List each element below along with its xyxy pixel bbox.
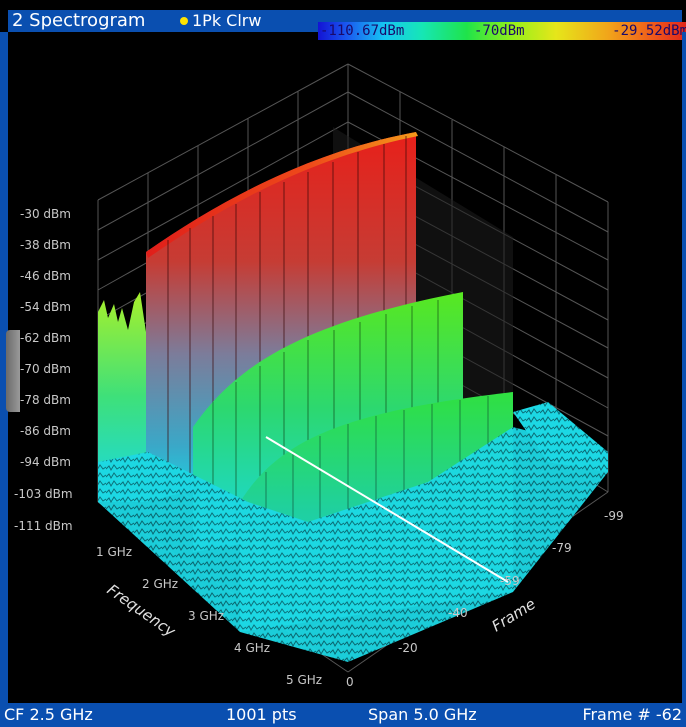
level-tick: -94 dBm — [20, 455, 71, 469]
window-title: 2 Spectrogram — [12, 10, 146, 31]
color-scale-mid: -70dBm — [474, 23, 525, 39]
edge-spectrum — [98, 292, 146, 502]
frequency-tick: 3 GHz — [188, 609, 224, 623]
frame-axis-title: Frame — [489, 595, 539, 636]
frame-marker-line — [265, 436, 509, 583]
level-tick: -46 dBm — [20, 269, 71, 283]
color-scale-max: -29.52dBm — [612, 23, 686, 39]
frame-tick: -40 — [448, 606, 468, 620]
frame-tick: 0 — [346, 675, 354, 689]
frequency-tick: 5 GHz — [286, 673, 322, 687]
frame-tick: -20 — [398, 641, 418, 655]
frame-tick: -79 — [552, 541, 572, 555]
level-tick: -103 dBm — [14, 487, 73, 501]
center-frequency: CF 2.5 GHz — [4, 705, 93, 724]
status-footer: CF 2.5 GHz 1001 pts Span 5.0 GHz Frame #… — [0, 703, 686, 727]
frame-tick: -59 — [500, 574, 520, 588]
frequency-tick: 2 GHz — [142, 577, 178, 591]
frame-number: Frame # -62 — [582, 705, 682, 724]
level-axis: -30 dBm -38 dBm -46 dBm -54 dBm -62 dBm … — [14, 207, 73, 533]
color-scale-min: -110.67dBm — [320, 23, 405, 39]
noise-floor — [98, 402, 608, 662]
color-scale-bar[interactable]: -110.67dBm -70dBm -29.52dBm — [318, 22, 686, 40]
level-tick: -54 dBm — [20, 300, 71, 314]
spectrogram-3d-plot[interactable]: -30 dBm -38 dBm -46 dBm -54 dBm -62 dBm … — [8, 32, 682, 703]
sweep-points: 1001 pts — [226, 705, 297, 724]
window-title-bar[interactable]: 2 Spectrogram 1Pk Clrw -110.67dBm -70dBm… — [8, 10, 686, 40]
frequency-span: Span 5.0 GHz — [368, 705, 477, 724]
level-tick: -111 dBm — [14, 519, 73, 533]
frequency-tick: 4 GHz — [234, 641, 270, 655]
level-tick: -78 dBm — [20, 393, 71, 407]
frequency-tick: 1 GHz — [96, 545, 132, 559]
level-tick: -62 dBm — [20, 331, 71, 345]
left-border — [0, 32, 8, 703]
trace-label[interactable]: 1Pk Clrw — [192, 11, 262, 30]
level-tick: -38 dBm — [20, 238, 71, 252]
level-tick: -70 dBm — [20, 362, 71, 376]
frame-tick: -99 — [604, 509, 624, 523]
side-panel-handle[interactable] — [6, 330, 20, 412]
right-border — [682, 32, 686, 703]
trace-indicator-icon — [180, 17, 188, 25]
level-tick: -30 dBm — [20, 207, 71, 221]
level-tick: -86 dBm — [20, 424, 71, 438]
